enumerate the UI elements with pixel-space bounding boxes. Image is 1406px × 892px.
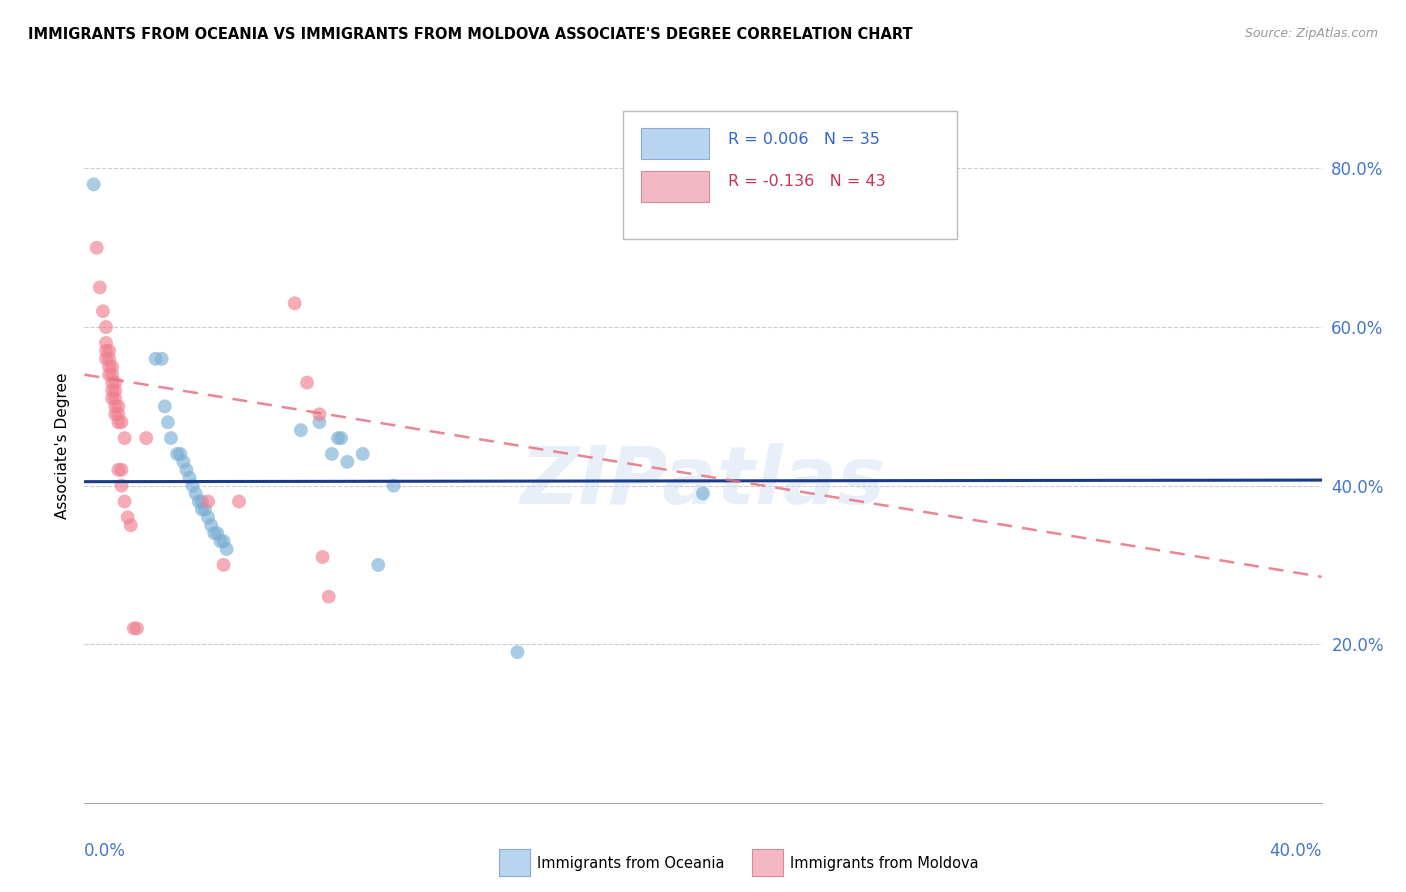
Point bbox=[692, 486, 714, 500]
Point bbox=[101, 359, 124, 374]
FancyBboxPatch shape bbox=[641, 128, 709, 159]
Point bbox=[107, 407, 129, 421]
Point bbox=[98, 343, 121, 358]
Point bbox=[191, 494, 214, 508]
Point bbox=[98, 368, 121, 382]
Point bbox=[117, 510, 139, 524]
Point bbox=[110, 478, 132, 492]
Point bbox=[194, 502, 217, 516]
Point bbox=[209, 534, 232, 549]
Point bbox=[101, 384, 124, 398]
Point bbox=[104, 376, 127, 390]
Point bbox=[107, 415, 129, 429]
Point bbox=[94, 335, 117, 350]
Point bbox=[125, 621, 148, 635]
Point bbox=[101, 368, 124, 382]
FancyBboxPatch shape bbox=[623, 111, 956, 239]
Point bbox=[330, 431, 353, 445]
Point bbox=[135, 431, 157, 445]
Point bbox=[169, 447, 191, 461]
Point bbox=[122, 621, 145, 635]
Text: Immigrants from Moldova: Immigrants from Moldova bbox=[790, 856, 979, 871]
Point bbox=[104, 384, 127, 398]
Point bbox=[318, 590, 340, 604]
Text: 0.0%: 0.0% bbox=[84, 842, 127, 860]
Point bbox=[181, 478, 204, 492]
Text: Immigrants from Oceania: Immigrants from Oceania bbox=[537, 856, 724, 871]
Point bbox=[200, 518, 222, 533]
Text: Source: ZipAtlas.com: Source: ZipAtlas.com bbox=[1244, 27, 1378, 40]
Point bbox=[83, 178, 105, 192]
Point bbox=[197, 510, 219, 524]
Point bbox=[321, 447, 343, 461]
Point bbox=[308, 407, 330, 421]
Point bbox=[104, 392, 127, 406]
Point bbox=[107, 400, 129, 414]
Point bbox=[187, 494, 209, 508]
Point bbox=[104, 400, 127, 414]
Point bbox=[336, 455, 359, 469]
Point bbox=[215, 542, 238, 557]
Point bbox=[311, 549, 333, 564]
Text: R = -0.136   N = 43: R = -0.136 N = 43 bbox=[728, 175, 886, 189]
Point bbox=[94, 343, 117, 358]
Point bbox=[172, 455, 194, 469]
Point bbox=[91, 304, 114, 318]
Point bbox=[150, 351, 173, 366]
Point bbox=[352, 447, 374, 461]
Point bbox=[86, 241, 108, 255]
Point bbox=[284, 296, 307, 310]
Point bbox=[94, 351, 117, 366]
Point bbox=[202, 526, 225, 541]
Point bbox=[101, 392, 124, 406]
Point bbox=[506, 645, 529, 659]
Point bbox=[104, 407, 127, 421]
Point bbox=[212, 558, 235, 572]
Y-axis label: Associate's Degree: Associate's Degree bbox=[55, 373, 70, 519]
Point bbox=[308, 415, 330, 429]
Point bbox=[382, 478, 405, 492]
Point bbox=[179, 471, 201, 485]
Point bbox=[156, 415, 179, 429]
Point bbox=[191, 502, 214, 516]
Point bbox=[290, 423, 312, 437]
FancyBboxPatch shape bbox=[641, 170, 709, 202]
Point bbox=[153, 400, 176, 414]
Text: R = 0.006   N = 35: R = 0.006 N = 35 bbox=[728, 132, 880, 146]
Point bbox=[145, 351, 167, 366]
Point bbox=[367, 558, 389, 572]
Point bbox=[110, 463, 132, 477]
Point bbox=[207, 526, 229, 541]
Point bbox=[212, 534, 235, 549]
Point bbox=[110, 415, 132, 429]
Point bbox=[228, 494, 250, 508]
Point bbox=[114, 494, 136, 508]
Point bbox=[114, 431, 136, 445]
Point bbox=[160, 431, 183, 445]
Point bbox=[184, 486, 207, 500]
Point bbox=[89, 280, 111, 294]
Point bbox=[326, 431, 349, 445]
Point bbox=[98, 351, 121, 366]
Point bbox=[94, 320, 117, 334]
Point bbox=[197, 494, 219, 508]
Text: IMMIGRANTS FROM OCEANIA VS IMMIGRANTS FROM MOLDOVA ASSOCIATE'S DEGREE CORRELATIO: IMMIGRANTS FROM OCEANIA VS IMMIGRANTS FR… bbox=[28, 27, 912, 42]
Point bbox=[107, 463, 129, 477]
Point bbox=[176, 463, 198, 477]
Point bbox=[166, 447, 188, 461]
Point bbox=[98, 359, 121, 374]
Point bbox=[295, 376, 318, 390]
Point bbox=[120, 518, 142, 533]
Text: ZIPatlas: ZIPatlas bbox=[520, 442, 886, 521]
Point bbox=[101, 376, 124, 390]
Text: 40.0%: 40.0% bbox=[1270, 842, 1322, 860]
